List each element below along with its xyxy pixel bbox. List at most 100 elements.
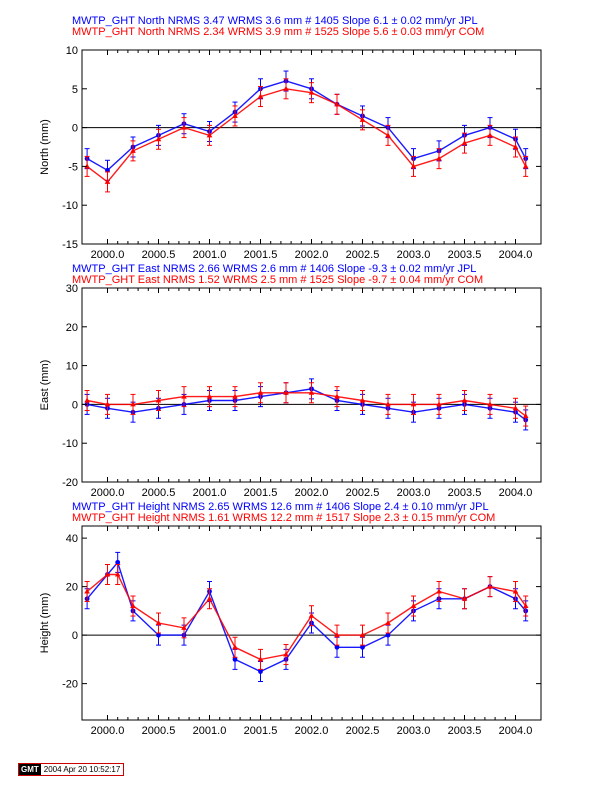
- height-series-com-point: [359, 632, 366, 638]
- north-series-com-point: [410, 163, 417, 169]
- east-series-com-point: [130, 401, 136, 407]
- east-x-tick-label: 2004.0: [499, 487, 533, 499]
- north-series-com-point: [487, 132, 493, 138]
- north-panel: MWTP_GHT North NRMS 3.47 WRMS 3.6 mm # 1…: [39, 15, 542, 261]
- height-series-com-point: [308, 612, 315, 618]
- height-series-com-point: [181, 624, 187, 630]
- height-series-com-point: [522, 603, 529, 609]
- height-series-jpl-point: [334, 644, 340, 650]
- north-x-tick-label: 2000.0: [91, 249, 125, 261]
- east-x-tick-label: 2000.5: [142, 487, 176, 499]
- height-series-com-point: [130, 603, 136, 609]
- height-x-tick-label: 2001.5: [244, 725, 278, 737]
- east-x-tick-label: 2003.0: [397, 487, 431, 499]
- north-series-com-point: [257, 93, 264, 99]
- east-series-com-point: [283, 389, 289, 395]
- east-series-group: [84, 378, 529, 431]
- north-series-jpl-line: [86, 80, 527, 172]
- height-series-title-jpl: MWTP_GHT Height NRMS 2.65 WRMS 12.6 mm #…: [72, 501, 489, 513]
- east-series-com-point: [334, 393, 340, 399]
- east-series-com-point: [436, 401, 442, 407]
- height-series-com-point: [334, 632, 340, 638]
- height-x-tick-label: 2002.0: [295, 725, 329, 737]
- north-series-com-point: [283, 85, 289, 91]
- height-series-jpl-point: [232, 656, 238, 662]
- east-series-title-jpl: MWTP_GHT East NRMS 2.66 WRMS 2.6 mm # 14…: [72, 263, 476, 275]
- north-series-com-point: [512, 144, 519, 149]
- height-x-tick-label: 2000.0: [91, 725, 125, 737]
- east-y-tick-label: 0: [72, 399, 78, 411]
- north-series-com-point: [206, 132, 213, 138]
- north-y-tick-label: -5: [68, 161, 78, 173]
- north-series-com-point: [155, 136, 162, 142]
- north-series-title-jpl: MWTP_GHT North NRMS 3.47 WRMS 3.6 mm # 1…: [72, 15, 478, 27]
- height-series-com-point: [487, 583, 493, 589]
- north-series-com-point: [385, 132, 391, 138]
- height-x-tick-label: 2002.5: [346, 725, 380, 737]
- height-x-tick-label: 2001.0: [193, 725, 227, 737]
- north-x-tick-label: 2002.5: [346, 249, 380, 261]
- height-series-com-point: [114, 571, 121, 577]
- east-series-com-point: [308, 389, 315, 395]
- east-series-com-point: [84, 397, 90, 403]
- height-series-jpl-point: [115, 559, 121, 565]
- east-series-com-point: [181, 393, 187, 399]
- east-y-tick-label: -10: [62, 438, 78, 450]
- east-x-tick-label: 2002.0: [295, 487, 329, 499]
- east-series-title-com: MWTP_GHT East NRMS 1.52 WRMS 2.5 mm # 15…: [72, 274, 483, 286]
- east-y-tick-label: 30: [66, 283, 78, 295]
- height-y-tick-label: 20: [66, 582, 78, 594]
- height-y-tick-label: -20: [62, 679, 78, 691]
- height-x-tick-label: 2003.5: [448, 725, 482, 737]
- east-series-com-point: [206, 393, 213, 399]
- north-x-tick-label: 2003.5: [448, 249, 482, 261]
- east-series-com-point: [257, 389, 264, 395]
- north-y-tick-label: 10: [66, 45, 78, 57]
- height-series-com-point: [232, 644, 238, 650]
- east-series-com-point: [487, 401, 493, 407]
- east-y-tick-label: -20: [62, 477, 78, 489]
- height-series-jpl-point: [156, 632, 161, 638]
- height-series-com-point: [257, 656, 264, 662]
- height-series-com-line: [86, 573, 527, 661]
- height-series-com-point: [84, 588, 90, 594]
- height-series-com-point: [206, 595, 213, 601]
- east-x-tick-label: 2001.5: [244, 487, 278, 499]
- east-y-tick-label: 20: [66, 322, 78, 334]
- north-series-com-point: [104, 178, 111, 184]
- height-series-jpl-line: [86, 560, 527, 673]
- east-x-tick-label: 2003.5: [448, 487, 482, 499]
- height-series-jpl-point: [258, 669, 263, 674]
- height-y-tick-label: 0: [72, 630, 78, 642]
- height-series-com-point: [155, 620, 162, 625]
- height-y-tick-label: 40: [66, 533, 78, 545]
- east-x-tick-label: 2000.0: [91, 487, 125, 499]
- height-series-title-com: MWTP_GHT Height NRMS 1.61 WRMS 12.2 mm #…: [72, 512, 495, 524]
- north-y-tick-label: -10: [62, 200, 78, 212]
- east-series-com-point: [410, 401, 417, 407]
- east-series-com-point: [512, 405, 519, 411]
- north-x-tick-label: 2003.0: [397, 249, 431, 261]
- north-series-com-point: [232, 112, 238, 118]
- north-x-tick-label: 2004.0: [499, 249, 533, 261]
- north-y-tick-label: -15: [62, 239, 78, 251]
- east-series-com-point: [232, 393, 238, 399]
- north-y-tick-label: 5: [72, 84, 78, 96]
- north-series-com-point: [130, 147, 136, 153]
- north-series-com-point: [461, 140, 468, 146]
- north-x-tick-label: 2002.0: [295, 249, 329, 261]
- east-series-com-point: [359, 397, 366, 403]
- height-series-com-point: [283, 651, 289, 657]
- north-series-com-point: [84, 163, 90, 169]
- height-series-group: [84, 551, 529, 682]
- height-series-com-point: [104, 571, 111, 577]
- east-x-tick-label: 2001.0: [193, 487, 227, 499]
- east-series-com-point: [461, 397, 468, 403]
- height-series-jpl-point: [385, 632, 391, 638]
- height-series-jpl-point: [360, 644, 365, 650]
- north-y-axis-label: North (mm): [39, 119, 51, 175]
- north-series-com-point: [308, 89, 315, 95]
- east-series-com-point: [385, 401, 391, 407]
- height-x-tick-label: 2000.5: [142, 725, 176, 737]
- north-x-tick-label: 2001.0: [193, 249, 227, 261]
